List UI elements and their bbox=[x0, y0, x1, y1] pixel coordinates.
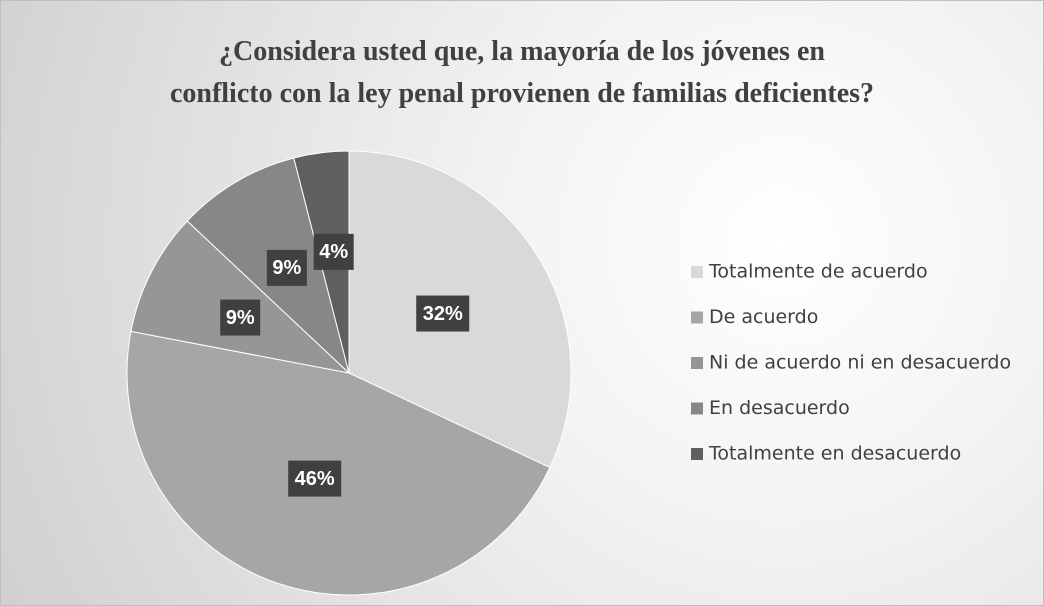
data-label-box bbox=[416, 295, 470, 332]
chart-title: ¿Considera usted que, la mayoría de los … bbox=[169, 36, 875, 109]
legend-swatch bbox=[691, 266, 703, 278]
data-label: 9% bbox=[272, 257, 301, 279]
legend-swatch bbox=[691, 311, 703, 324]
data-label-box bbox=[288, 460, 342, 497]
data-label-box bbox=[220, 299, 261, 336]
legend-label: Totalmente de acuerdo bbox=[708, 261, 928, 283]
legend-label: En desacuerdo bbox=[709, 397, 850, 419]
legend-label: Ni de acuerdo ni en desacuerdo bbox=[709, 352, 1011, 374]
data-label: 32% bbox=[423, 303, 463, 325]
data-label: 46% bbox=[295, 468, 335, 490]
data-label-box bbox=[266, 249, 307, 286]
legend-label: De acuerdo bbox=[709, 306, 818, 328]
data-label: 4% bbox=[319, 241, 348, 263]
pie-slice bbox=[130, 220, 351, 374]
data-label-box bbox=[313, 233, 354, 270]
legend-label: Totalmente en desacuerdo bbox=[708, 443, 961, 465]
data-label: 9% bbox=[226, 307, 255, 329]
legend-swatch bbox=[691, 448, 703, 460]
legend-swatch bbox=[691, 357, 703, 369]
legend-swatch bbox=[691, 402, 703, 415]
